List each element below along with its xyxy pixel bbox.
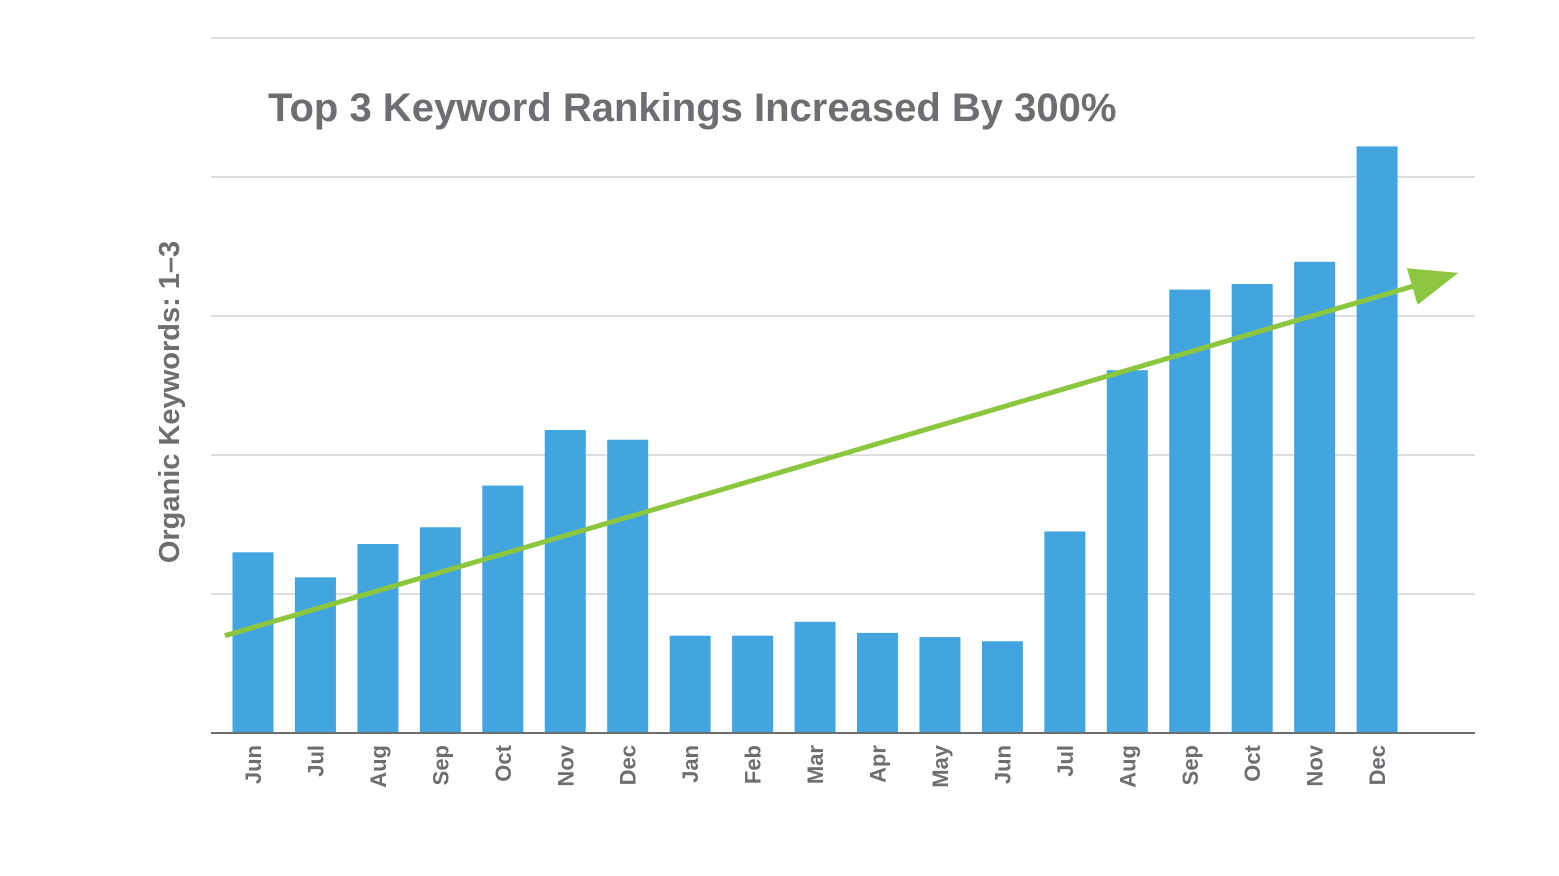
x-tick-label: Jul — [303, 745, 328, 777]
x-tick-label: Aug — [1115, 745, 1140, 788]
x-tick-label: Dec — [1365, 745, 1390, 785]
bar — [482, 485, 524, 733]
trend-arrowhead — [1406, 268, 1459, 305]
x-tick-label: Nov — [1303, 744, 1328, 786]
bar — [544, 429, 586, 733]
trend-arrow — [224, 268, 1459, 639]
bars — [232, 146, 1398, 734]
x-tick-label: Dec — [616, 745, 641, 785]
trend-line — [224, 282, 1417, 639]
bar — [669, 635, 711, 733]
x-tick-label: Oct — [491, 744, 516, 781]
bar — [232, 552, 274, 733]
x-tick-labels: Jun Jul Aug Sep Oct Nov Dec Jan Feb Mar Apr May Jun J… — [241, 744, 1390, 788]
x-tick-label: May — [928, 744, 953, 788]
x-tick-label: Jun — [990, 745, 1015, 784]
bar — [1169, 289, 1211, 733]
x-tick-label: Jul — [1053, 745, 1078, 777]
x-tick-label: Jan — [678, 745, 703, 783]
bar — [1294, 261, 1336, 733]
x-tick-label: Oct — [1240, 744, 1265, 781]
bar — [1044, 531, 1086, 733]
chart-title: Top 3 Keyword Rankings Increased By 300% — [268, 86, 1116, 130]
bar — [794, 621, 836, 733]
y-axis-label: Organic Keywords: 1–3 — [154, 241, 186, 563]
bar — [419, 527, 461, 733]
x-tick-label: Mar — [803, 745, 828, 785]
bar — [1231, 284, 1273, 733]
bar — [607, 439, 649, 733]
x-tick-label: Feb — [741, 745, 766, 784]
x-tick-label: Jun — [241, 745, 266, 784]
bar — [732, 635, 774, 733]
bar — [981, 641, 1023, 733]
bar — [919, 637, 961, 733]
x-tick-label: Nov — [553, 744, 578, 786]
bar — [1356, 146, 1398, 734]
x-tick-label: Aug — [366, 745, 391, 788]
bar — [357, 543, 399, 733]
x-tick-label: Sep — [428, 745, 453, 785]
x-tick-label: Sep — [1178, 745, 1203, 785]
bar — [857, 632, 898, 733]
bar — [1106, 370, 1148, 733]
x-tick-label: Apr — [866, 745, 891, 783]
bar — [294, 577, 336, 733]
